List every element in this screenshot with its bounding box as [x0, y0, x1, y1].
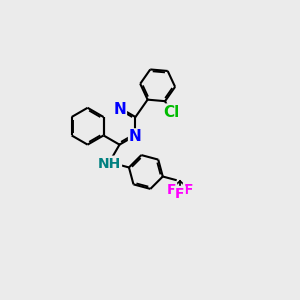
Text: F: F	[184, 183, 194, 197]
Text: F: F	[167, 183, 176, 197]
Text: N: N	[129, 129, 142, 144]
Text: N: N	[113, 102, 126, 117]
Text: NH: NH	[98, 157, 121, 171]
Text: F: F	[175, 187, 185, 201]
Text: Cl: Cl	[163, 105, 179, 120]
